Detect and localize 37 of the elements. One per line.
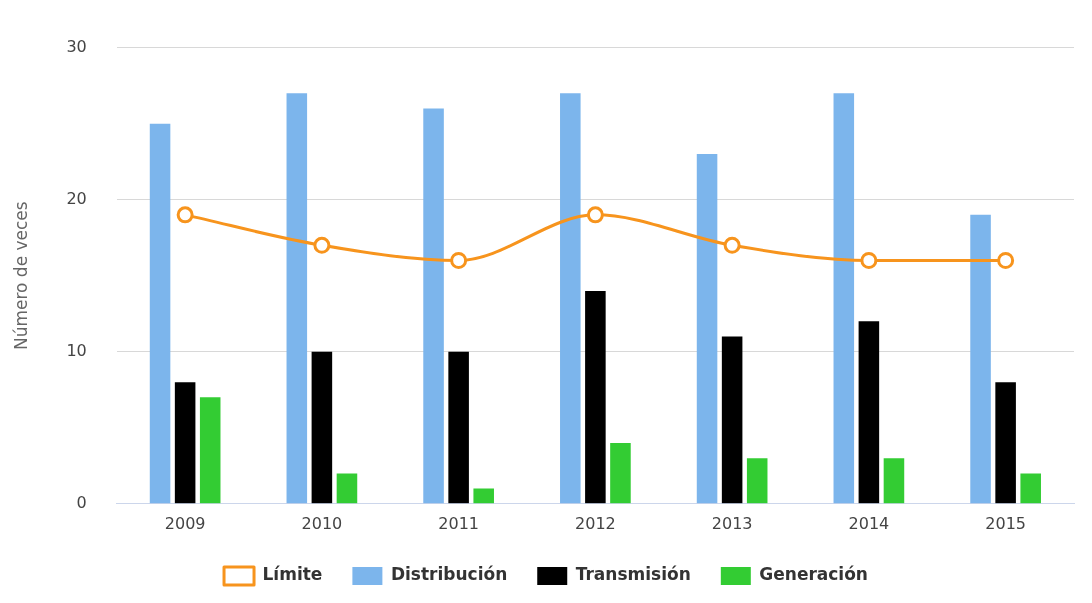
x-tick-label: 2009	[164, 513, 206, 533]
bar	[473, 488, 494, 504]
bar	[696, 154, 718, 504]
bar	[448, 351, 469, 504]
x-tick-label: 2012	[575, 513, 616, 533]
bar	[286, 93, 308, 504]
bar	[311, 351, 333, 504]
x-tick-label: 2010	[301, 513, 343, 533]
bar	[149, 123, 171, 504]
y-tick-label: 20	[66, 188, 87, 208]
bar	[423, 108, 444, 504]
bar	[199, 397, 221, 504]
bar	[858, 321, 880, 504]
bar	[174, 382, 196, 504]
bar	[721, 336, 743, 504]
bar	[995, 382, 1016, 504]
bar	[336, 473, 358, 504]
x-tick-label: 2015	[985, 513, 1026, 533]
legend-label: Transmisión	[575, 564, 691, 585]
y-tick-label: 0	[76, 492, 87, 512]
bar	[970, 214, 991, 504]
bar	[585, 290, 606, 504]
y-tick-label: 10	[66, 340, 87, 360]
x-tick-label: 2011	[438, 513, 479, 533]
x-tick-label: 2014	[848, 513, 890, 533]
bar	[883, 458, 905, 504]
x-tick-label: 2013	[711, 513, 753, 533]
bar	[833, 93, 855, 504]
legend-label: Generación	[759, 564, 868, 585]
legend-label: Distribución	[390, 564, 508, 585]
y-tick-label: 30	[66, 36, 87, 56]
bar	[1020, 473, 1041, 504]
y-axis-title: Número de veces	[10, 201, 31, 351]
bar	[560, 93, 581, 504]
bar	[610, 442, 631, 504]
legend-label: Límite	[262, 564, 323, 585]
bar	[746, 458, 768, 504]
